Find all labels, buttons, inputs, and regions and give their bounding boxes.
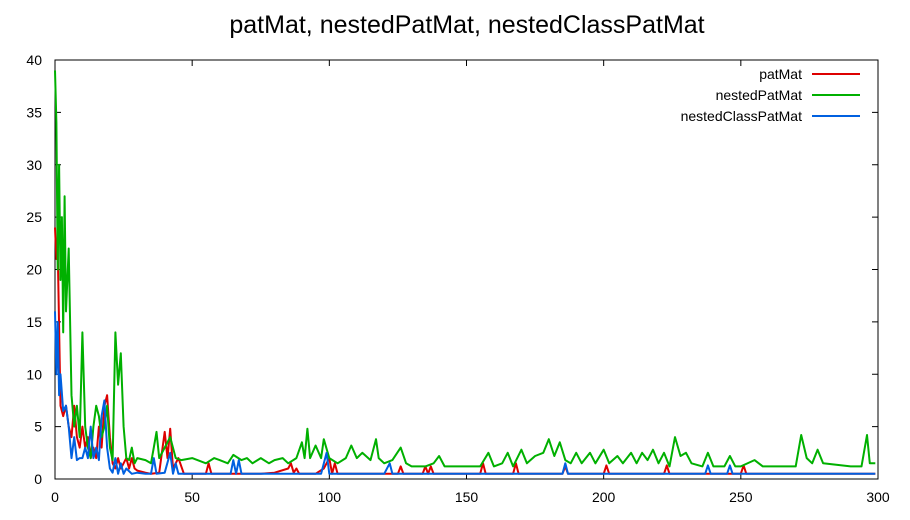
series-line-2: [54, 70, 876, 468]
chart-title: patMat, nestedPatMat, nestedClassPatMat: [229, 11, 704, 39]
y-tick-label: 5: [34, 419, 42, 435]
series-line-1: [54, 227, 876, 475]
x-tick-label: 200: [592, 489, 616, 505]
y-tick-label: 20: [26, 262, 42, 278]
y-tick-label: 30: [26, 157, 42, 173]
series-line-3: [54, 311, 876, 475]
x-tick-label: 150: [455, 489, 479, 505]
legend-label: nestedClassPatMat: [681, 108, 803, 124]
x-tick-label: 250: [729, 489, 753, 505]
x-tick-label: 0: [51, 489, 59, 505]
y-tick-label: 35: [26, 104, 42, 120]
y-tick-label: 15: [26, 314, 42, 330]
y-tick-label: 10: [26, 366, 42, 382]
legend-label: patMat: [759, 66, 802, 82]
y-tick-label: 40: [26, 52, 42, 68]
y-tick-label: 25: [26, 209, 42, 225]
y-tick-label: 0: [34, 471, 42, 487]
y-axis: 0 5 10 15 20 25 30 35 40: [26, 52, 878, 487]
x-tick-label: 300: [866, 489, 890, 505]
legend: patMat nestedPatMat nestedClassPatMat: [681, 66, 860, 124]
x-tick-label: 50: [184, 489, 200, 505]
series-layer: [54, 70, 876, 475]
x-axis: 0 50 100 150 200 250 300: [51, 60, 890, 505]
x-tick-label: 100: [318, 489, 342, 505]
legend-label: nestedPatMat: [716, 87, 802, 103]
